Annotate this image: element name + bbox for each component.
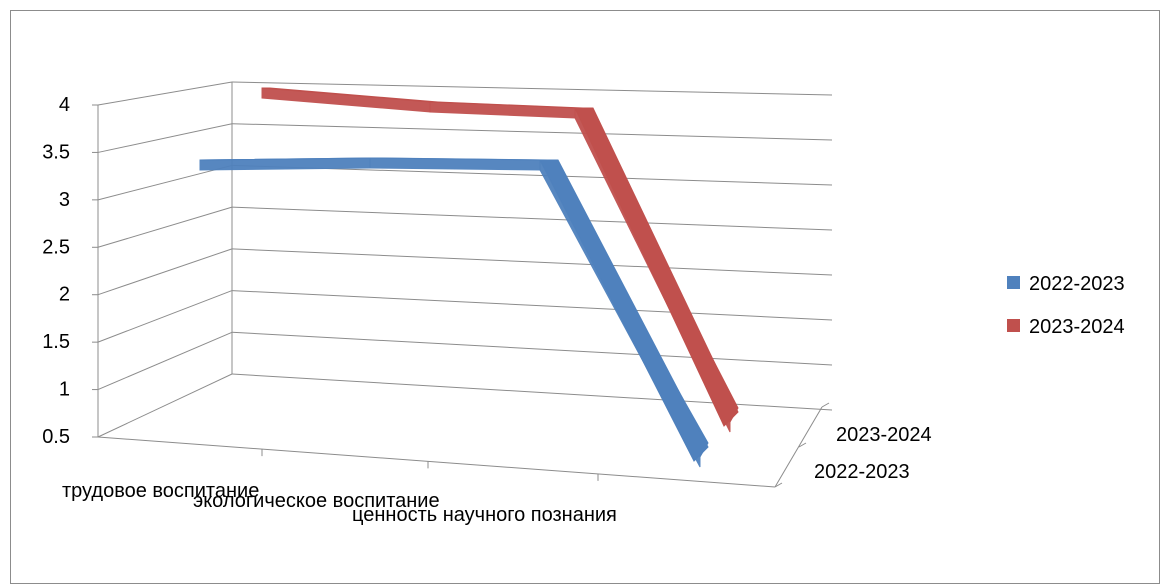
y-tick-label: 3.5	[42, 141, 70, 163]
side-gridline	[97, 290, 233, 343]
back-gridline	[231, 290, 833, 321]
y-tick-label: 1.5	[42, 331, 70, 353]
legend-label: 2022-2023	[1029, 273, 1125, 295]
series-segment-face	[369, 157, 541, 171]
side-connectors	[97, 81, 233, 438]
x-axis	[97, 436, 776, 488]
side-gridline	[97, 331, 233, 391]
back-gridline	[231, 331, 833, 366]
back-gridline	[231, 206, 833, 231]
y-tick-label: 2	[59, 284, 70, 306]
y-tick-label: 2.5	[42, 236, 70, 258]
series-ribbons	[199, 87, 739, 468]
series-ribbon-2022-2023	[199, 157, 709, 468]
depth-label: 2022-2023	[814, 461, 910, 483]
legend-swatch	[1007, 319, 1020, 332]
y-tick-label: 0.5	[42, 426, 70, 448]
back-wall-gridlines	[231, 81, 833, 411]
depth-axis	[774, 402, 830, 488]
side-gridline	[97, 164, 233, 201]
category-label: ценность научного познания	[352, 504, 617, 526]
legend: 2022-2023 2023-2024	[1007, 273, 1125, 338]
back-gridline	[231, 373, 833, 411]
depth-tick-mark	[774, 482, 783, 488]
depth-tick-mark	[798, 442, 807, 448]
back-gridline	[231, 123, 833, 141]
y-axis: 0.5 1 1.5 2 2.5 3 3.5 4	[42, 94, 99, 448]
side-gridline	[97, 248, 233, 296]
series-segment-drop	[574, 107, 739, 427]
series-ribbon-2023-2024	[261, 87, 739, 433]
back-gridline	[231, 81, 833, 96]
category-label: экологическое воспитание	[193, 490, 440, 512]
series-segment-face	[199, 157, 371, 171]
series-segment-drop	[539, 159, 709, 462]
back-gridline	[231, 248, 833, 276]
y-tick-label: 4	[59, 94, 70, 116]
depth-label: 2023-2024	[836, 424, 932, 446]
side-gridline	[97, 81, 233, 106]
depth-tick-mark	[821, 402, 830, 408]
depth-axis-line	[774, 406, 823, 488]
side-gridline	[97, 373, 233, 438]
legend-label: 2023-2024	[1029, 316, 1125, 338]
category-label: трудовое воспитание	[62, 480, 259, 502]
side-gridline	[97, 206, 233, 248]
legend-swatch	[1007, 276, 1020, 289]
x-axis-line	[97, 436, 776, 488]
side-gridline	[97, 123, 233, 153]
y-tick-label: 1	[59, 379, 70, 401]
series-segment-face	[261, 87, 431, 113]
depth-labels: 2023-2024 2022-2023	[814, 424, 932, 483]
chart-frame	[10, 10, 1160, 584]
y-tick-label: 3	[59, 189, 70, 211]
